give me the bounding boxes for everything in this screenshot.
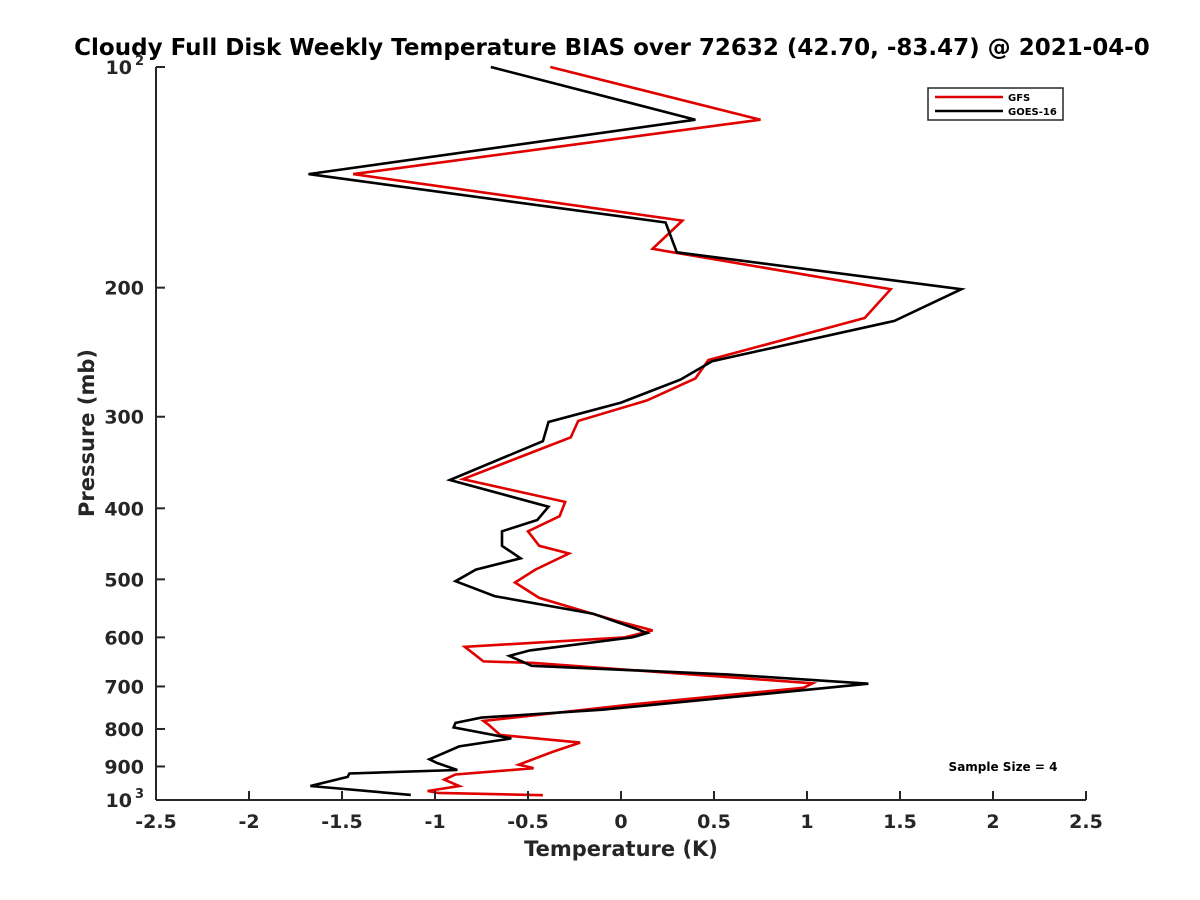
series-line-goes-16 (308, 65, 966, 797)
x-tick-label: 0.5 (697, 811, 731, 833)
y-tick-label: 10 (106, 790, 132, 812)
x-tick-label: 2 (986, 811, 999, 833)
legend-label-goes-16: GOES-16 (1008, 107, 1057, 118)
y-tick-label: 900 (104, 756, 144, 778)
x-tick-label: -2.5 (135, 811, 177, 833)
legend: GFS GOES-16 (927, 87, 1064, 121)
y-tick-label: 200 (104, 278, 144, 300)
y-tick-label: 600 (104, 627, 144, 649)
x-tick-label: 1 (800, 811, 813, 833)
y-tick-label: 800 (104, 719, 144, 741)
legend-box (927, 87, 1064, 121)
x-tick-label: -1 (424, 811, 445, 833)
x-tick-label: -1.5 (321, 811, 363, 833)
y-axis-label: Pressure (mb) (75, 349, 99, 517)
y-tick-exponent: 3 (135, 787, 144, 802)
y-tick-label: 400 (104, 498, 144, 520)
x-ticks: -2.5 -2 -1.5 -1 -0.5 0 0.5 1 1.5 2 2.5 (135, 791, 1103, 833)
series-line-gfs (353, 65, 894, 797)
x-axis-label: Temperature (K) (524, 837, 718, 861)
y-tick-exponent: 2 (135, 54, 144, 69)
x-tick-label: 2.5 (1069, 811, 1103, 833)
x-tick-label: -2 (238, 811, 259, 833)
x-tick-label: 1.5 (883, 811, 917, 833)
sample-size-annotation: Sample Size = 4 (949, 760, 1058, 774)
series-layer (308, 65, 966, 797)
chart-title: Cloudy Full Disk Weekly Temperature BIAS… (74, 35, 1150, 61)
legend-label-gfs: GFS (1008, 93, 1030, 104)
y-tick-label: 700 (104, 676, 144, 698)
y-tick-label: 10 (106, 57, 132, 79)
x-tick-label: -0.5 (507, 811, 549, 833)
y-tick-label: 500 (104, 569, 144, 591)
x-tick-label: 0 (614, 811, 627, 833)
y-tick-label: 300 (104, 407, 144, 429)
